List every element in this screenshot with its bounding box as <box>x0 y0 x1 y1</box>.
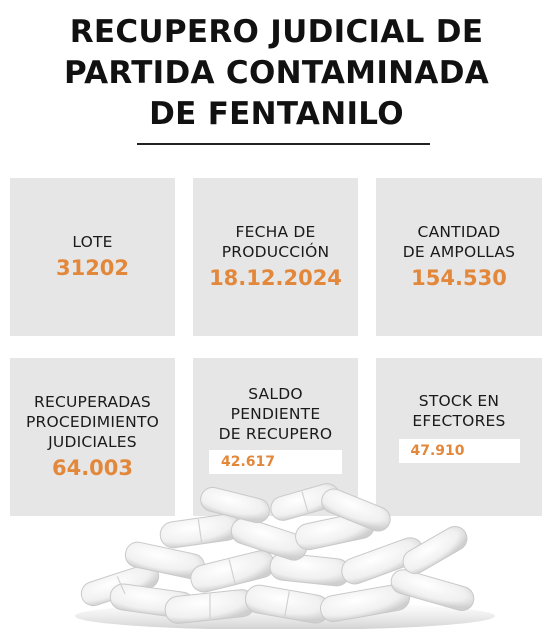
card-cantidad-ampollas: CANTIDAD DE AMPOLLAS 154.530 <box>376 178 542 336</box>
card-value: 18.12.2024 <box>209 266 342 290</box>
pills-illustration <box>75 483 495 629</box>
card-label-line: PENDIENTE <box>230 405 321 423</box>
card-value: 64.003 <box>51 456 134 480</box>
card-label-line: PROCEDIMIENTO <box>25 413 160 431</box>
card-stock-efectores: STOCK EN EFECTORES 47.910 <box>376 358 542 516</box>
card-fecha-produccion: FECHA DE PRODUCCIÓN 18.12.2024 <box>193 178 358 336</box>
card-label: STOCK EN EFECTORES <box>412 391 505 431</box>
title-line-2: PARTIDA CONTAMINADA <box>63 55 490 91</box>
card-label: RECUPERADAS PROCEDIMIENTO JUDICIALES <box>26 392 159 452</box>
card-label: CANTIDAD DE AMPOLLAS <box>403 222 515 262</box>
title-line-3: DE FENTANILO <box>149 96 404 132</box>
card-value: 31202 <box>55 256 130 280</box>
card-lote: LOTE 31202 <box>10 178 175 336</box>
card-label-line: SALDO <box>248 385 303 403</box>
card-value: 47.910 <box>398 439 520 463</box>
card-label: FECHA DE PRODUCCIÓN <box>222 222 330 262</box>
card-label-line: STOCK EN <box>418 392 500 410</box>
card-label: LOTE <box>72 232 112 252</box>
title-line-1: RECUPERO JUDICIAL DE <box>69 14 484 50</box>
page-title: RECUPERO JUDICIAL DE PARTIDA CONTAMINADA… <box>0 12 553 135</box>
card-label-line: LOTE <box>72 233 113 251</box>
card-label: SALDO PENDIENTE DE RECUPERO <box>219 384 333 444</box>
title-underline <box>137 143 430 145</box>
card-label-line: PRODUCCIÓN <box>221 243 330 261</box>
card-label-line: EFECTORES <box>412 412 506 430</box>
card-label-line: DE RECUPERO <box>218 425 333 443</box>
card-value: 42.617 <box>209 450 342 474</box>
card-value: 154.530 <box>411 266 507 290</box>
card-label-line: DE AMPOLLAS <box>402 243 516 261</box>
card-label-line: JUDICIALES <box>48 433 137 451</box>
card-label-line: FECHA DE <box>235 223 316 241</box>
card-label-line: CANTIDAD <box>417 223 501 241</box>
card-recuperadas: RECUPERADAS PROCEDIMIENTO JUDICIALES 64.… <box>10 358 175 516</box>
card-label-line: RECUPERADAS <box>34 393 151 411</box>
